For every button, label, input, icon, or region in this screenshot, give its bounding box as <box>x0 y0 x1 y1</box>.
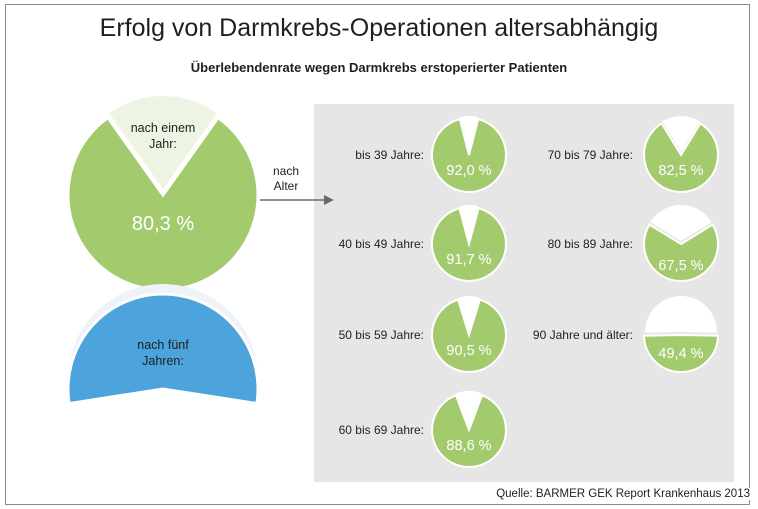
small-pie-3-value-label: 90,5 % <box>446 343 491 359</box>
pie-5y-label-line-1: nach fünf <box>137 338 189 352</box>
small-pie-3-remainder-slice <box>458 296 480 332</box>
small-pie-5-category-label: 70 bis 79 Jahre: <box>548 148 633 162</box>
small-pie-3-survival-slice <box>431 298 507 373</box>
arrow-head <box>324 195 334 205</box>
pie-5y-survival-slice <box>66 292 260 406</box>
pie-5y-value-label: 54,9 % <box>132 411 194 433</box>
pie-1y-label-line-1: nach einem <box>131 121 196 135</box>
small-pie-2-value-label: 91,7 % <box>446 252 491 268</box>
small-pie-1-value-label: 92,0 % <box>446 163 491 179</box>
small-pie-4-remainder-slice <box>456 391 482 427</box>
small-pie-4-category-label: 60 bis 69 Jahre: <box>339 423 424 437</box>
small-pie-7-value-label: 49,4 % <box>658 346 703 362</box>
chart-title: Erfolg von Darmkrebs-Operationen altersa… <box>99 14 659 42</box>
small-pie-6-survival-slice <box>643 223 719 282</box>
small-pie-1-category-label: bis 39 Jahre: <box>355 148 424 162</box>
small-pie-7-category-label: 90 Jahre und älter: <box>533 328 633 342</box>
pie-1y-label-line-2: Jahr: <box>149 137 177 151</box>
small-pie-2-category-label: 40 bis 49 Jahre: <box>339 237 424 251</box>
arrow-label-line-1: nach <box>273 164 299 178</box>
pie-1y-remainder-slice <box>109 96 217 189</box>
small-pie-5-survival-slice <box>643 122 719 193</box>
small-pie-6-category-label: 80 bis 89 Jahre: <box>548 237 633 251</box>
chart-subtitle: Überlebendenrate wegen Darmkrebs erstope… <box>190 60 568 75</box>
arrow-label-line-2: Alter <box>274 179 299 193</box>
small-pie-6-value-label: 67,5 % <box>658 258 703 274</box>
small-pie-1-remainder-slice <box>460 115 478 152</box>
small-pie-1-survival-slice <box>431 117 507 193</box>
pie-1y-value-label: 80,3 % <box>132 213 194 235</box>
pie-5y-label-line-2: Jahren: <box>142 354 184 368</box>
small-pie-7-remainder-slice <box>644 295 717 333</box>
small-pie-6-remainder-slice <box>650 204 712 241</box>
small-pie-5-value-label: 82,5 % <box>658 163 703 179</box>
small-pie-7-survival-slice <box>642 333 720 373</box>
small-pie-4-value-label: 88,6 % <box>446 438 491 454</box>
small-pie-3-category-label: 50 bis 59 Jahre: <box>339 328 424 342</box>
small-pie-2-survival-slice <box>431 207 507 282</box>
source-note: Quelle: BARMER GEK Report Krankenhaus 20… <box>492 488 750 500</box>
small-pie-4-survival-slice <box>431 394 507 468</box>
small-pie-5-remainder-slice <box>662 116 700 152</box>
chart-frame <box>5 4 750 505</box>
small-pie-2-remainder-slice <box>459 205 479 241</box>
